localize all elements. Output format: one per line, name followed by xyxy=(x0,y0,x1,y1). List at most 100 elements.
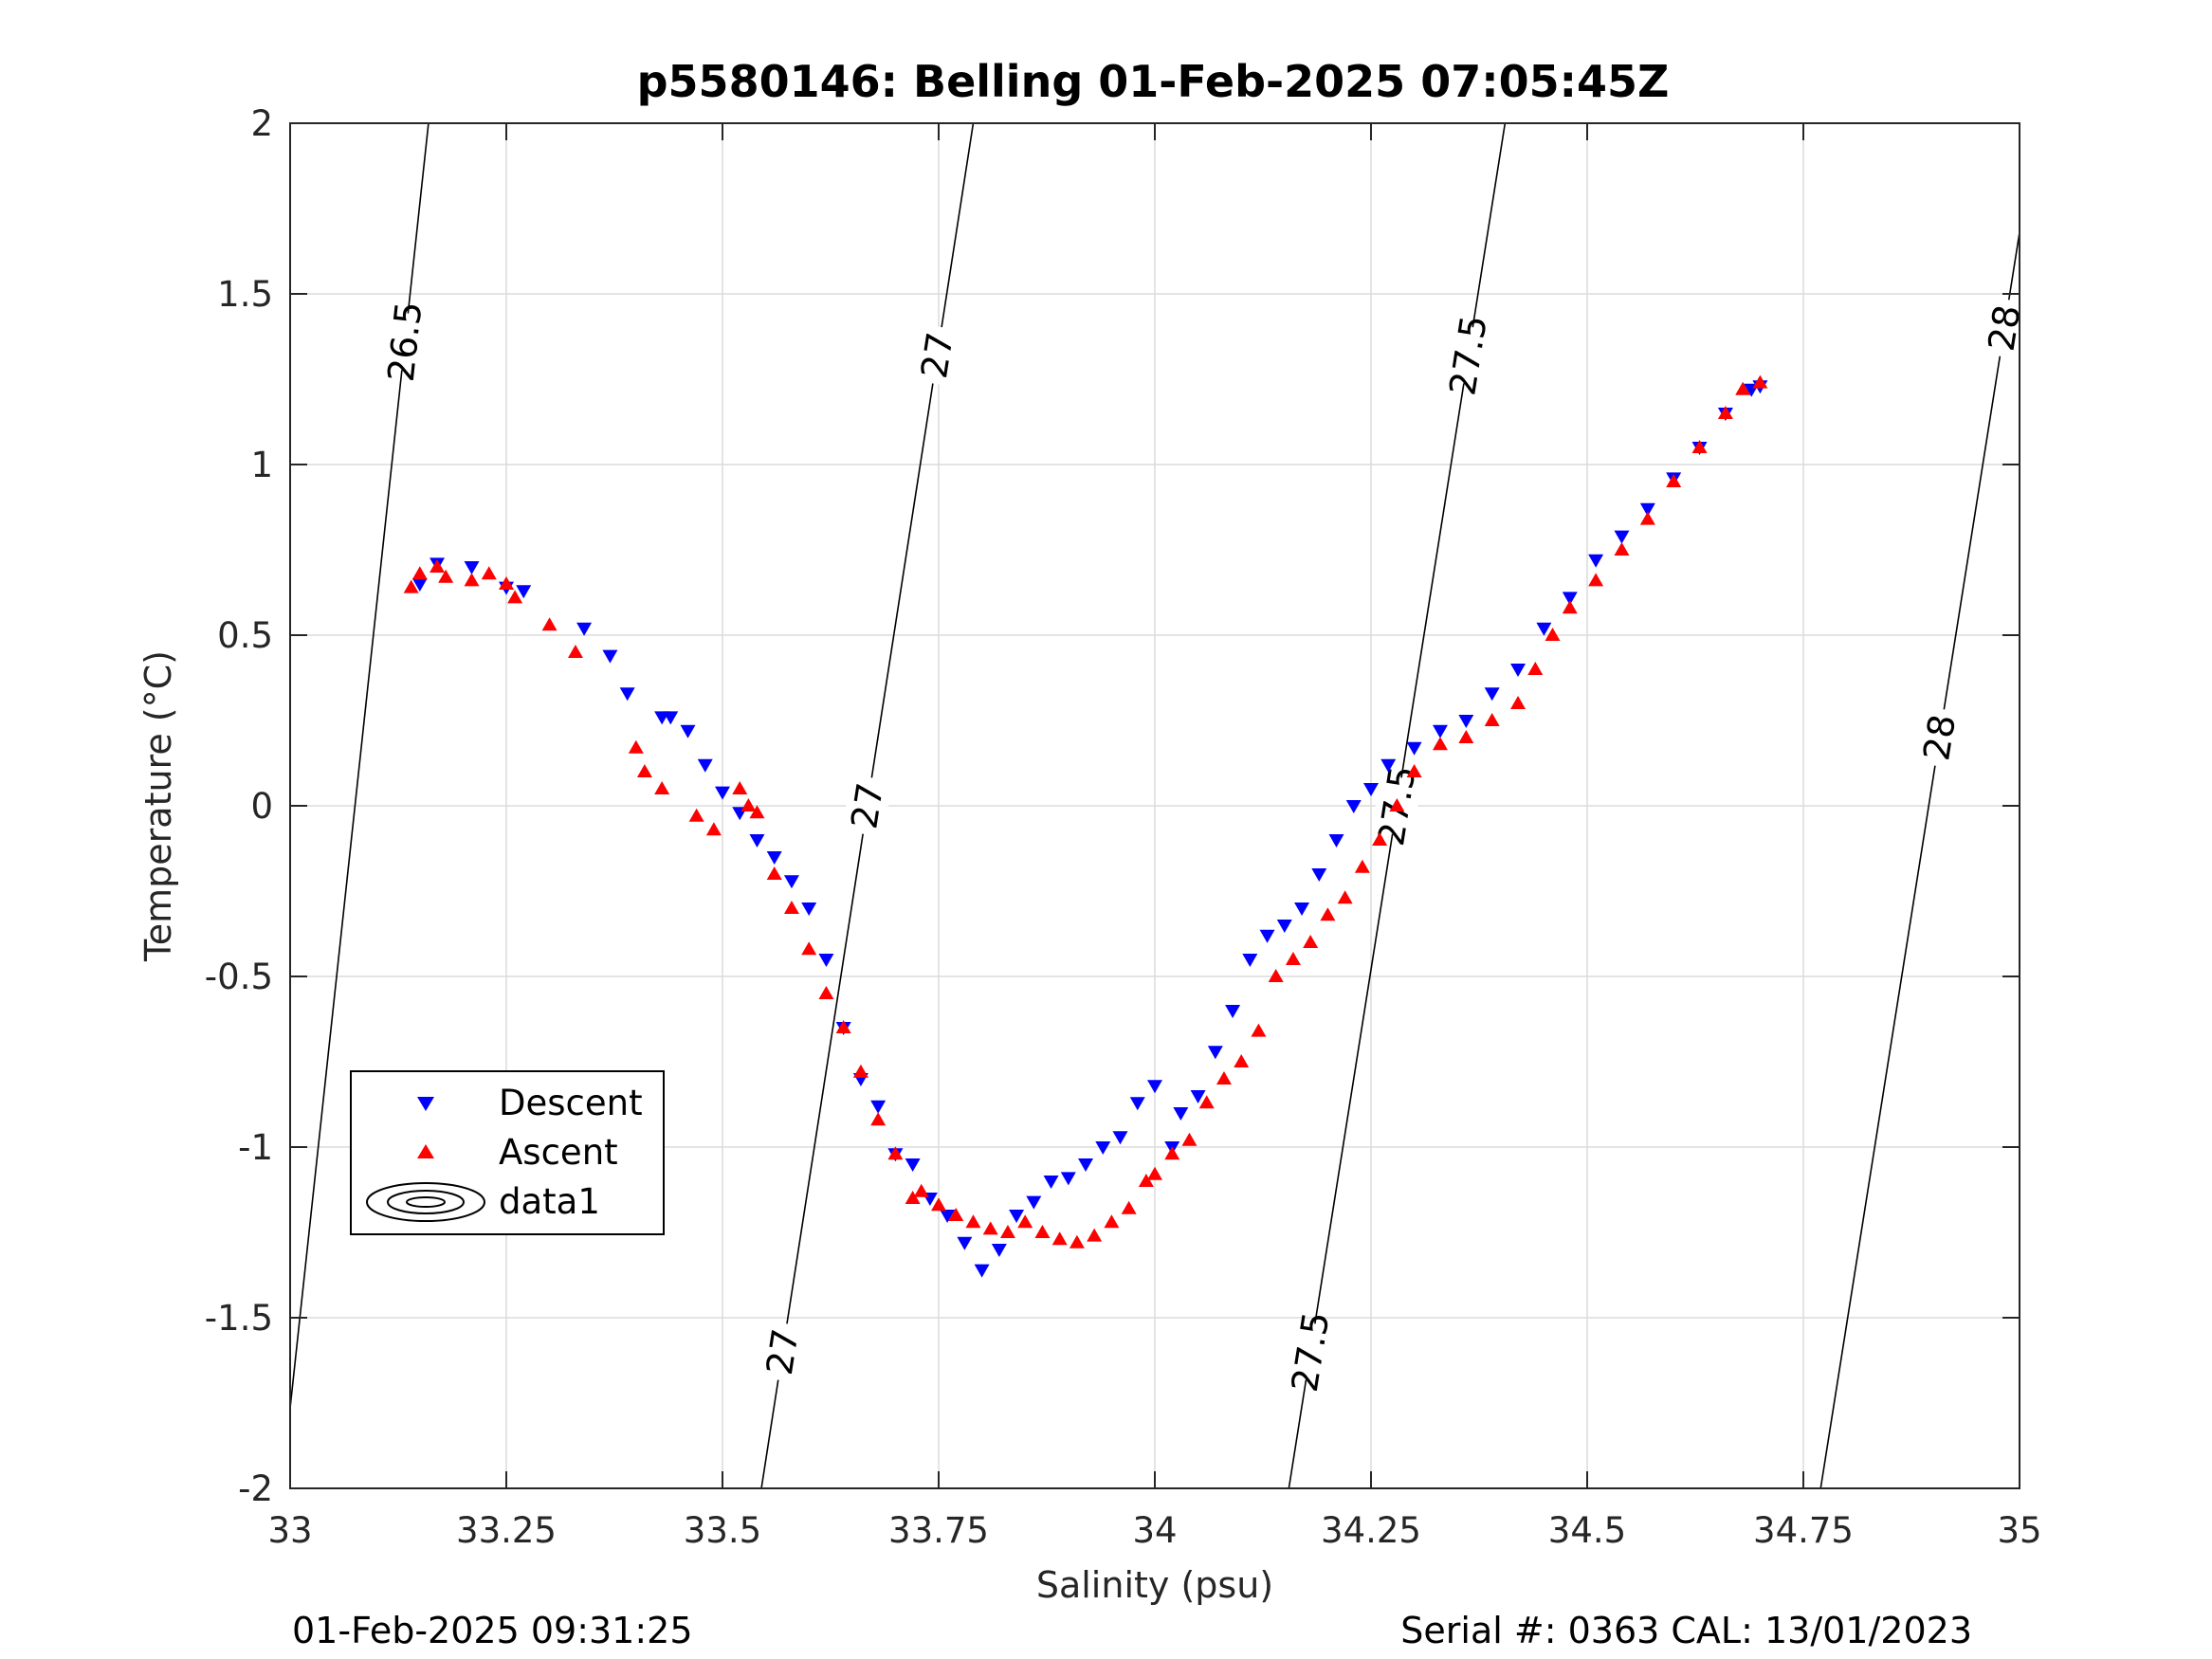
x-axis-label: Salinity (psu) xyxy=(1036,1564,1273,1606)
ascent-point xyxy=(438,569,454,583)
descent-point xyxy=(1207,1046,1223,1060)
isopycnal-label-bg xyxy=(758,1320,808,1384)
isopycnal-label: 28 xyxy=(1915,712,1964,764)
ascent-point xyxy=(688,808,704,822)
legend-descent-label: Descent xyxy=(499,1083,643,1123)
isopycnal-label-bg xyxy=(1914,705,1965,770)
descent-point xyxy=(1614,530,1630,544)
ascent-point xyxy=(740,798,757,811)
isopycnal-label: 27 xyxy=(843,780,891,832)
isopycnal-label-bg xyxy=(1979,296,2030,360)
descent-point xyxy=(1276,920,1292,933)
ascent-point xyxy=(1545,628,1561,641)
descent-point xyxy=(818,954,834,967)
descent-point xyxy=(801,902,817,916)
descent-point xyxy=(1173,1107,1189,1121)
descent-point xyxy=(602,649,618,664)
descent-point xyxy=(1311,868,1327,882)
descent-point xyxy=(766,851,782,865)
data-points xyxy=(403,374,1768,1278)
isopycnal-label: 27 xyxy=(759,1326,807,1378)
ascent-point xyxy=(818,986,834,999)
legend-ascent-label: Ascent xyxy=(499,1132,618,1173)
ascent-point xyxy=(999,1225,1015,1238)
descent-point xyxy=(1294,902,1310,916)
ascent-point xyxy=(749,805,765,819)
ascent-point xyxy=(1717,406,1733,419)
legend-contour-icon xyxy=(366,1182,485,1222)
grid xyxy=(289,122,2020,1489)
ascent-point xyxy=(1234,1054,1250,1067)
ascent-point xyxy=(982,1221,998,1235)
ascent-point xyxy=(430,559,446,573)
isopycnal-label: 28 xyxy=(1981,302,2029,355)
footer-serial-cal: Serial #: 0363 CAL: 13/01/2023 xyxy=(1400,1610,1972,1651)
ascent-point xyxy=(1588,573,1604,587)
ascent-point xyxy=(1181,1132,1197,1146)
ascent-point xyxy=(1285,952,1301,965)
ascent-point xyxy=(1069,1234,1085,1249)
y-tick-label: -1.5 xyxy=(205,1298,273,1339)
y-tick-label: 0.5 xyxy=(217,615,273,656)
descent-point xyxy=(576,622,593,636)
ascent-point xyxy=(1691,440,1708,453)
ascent-point xyxy=(1198,1095,1215,1109)
descent-point xyxy=(1345,800,1362,813)
ascent-point xyxy=(913,1183,929,1197)
ascent-point xyxy=(1389,798,1405,811)
descent-point xyxy=(1026,1195,1042,1210)
descent-point xyxy=(516,585,532,599)
ascent-point xyxy=(654,781,670,794)
y-tick-label: -0.5 xyxy=(205,957,273,997)
ascent-point xyxy=(403,579,419,593)
descent-point xyxy=(1639,502,1655,517)
descent-point xyxy=(1484,687,1500,702)
x-tick-label: 33 xyxy=(267,1510,312,1551)
ascent-point xyxy=(801,941,817,956)
ascent-point xyxy=(411,566,428,580)
descent-point xyxy=(974,1264,990,1278)
isopycnal-label-bg xyxy=(1443,323,1494,387)
ascent-point xyxy=(1251,1023,1267,1037)
ascent-point xyxy=(887,1146,904,1160)
descent-point xyxy=(680,724,696,738)
descent-point xyxy=(1242,954,1258,967)
ascent-point xyxy=(464,573,480,587)
descent-point xyxy=(464,561,480,574)
isopycnal-label-bg xyxy=(912,323,962,387)
y-tick-label: 1 xyxy=(250,445,273,485)
ascent-point xyxy=(1303,935,1319,948)
descent-point xyxy=(1328,834,1344,848)
ascent-point xyxy=(1320,907,1336,921)
descent-point xyxy=(957,1236,973,1250)
ascent-point xyxy=(1527,662,1544,675)
descent-point xyxy=(1009,1210,1025,1223)
descent-point xyxy=(1406,741,1422,756)
ascent-point xyxy=(1666,474,1682,487)
descent-point xyxy=(1380,758,1397,773)
ascent-point xyxy=(1562,600,1578,614)
axis-ticks: 33 33.25 33.5 33.75 34 34.25 34.5 34.75 35 -2 -1.5… xyxy=(205,103,2042,1551)
descent-point xyxy=(1363,783,1379,796)
isopycnal-label: 27.5 xyxy=(1441,313,1495,398)
descent-point xyxy=(1190,1090,1206,1103)
descent-point xyxy=(991,1244,1007,1257)
x-tick-label: 34.25 xyxy=(1321,1510,1421,1551)
x-tick-label: 33.75 xyxy=(888,1510,989,1551)
ascent-point xyxy=(1121,1200,1137,1214)
descent-point xyxy=(905,1158,921,1172)
isopycnal-label-bg xyxy=(1285,1320,1336,1384)
ascent-point xyxy=(628,739,644,754)
ascent-point xyxy=(1432,737,1448,751)
descent-point xyxy=(1432,724,1448,738)
ascent-point xyxy=(1510,696,1526,709)
isopycnal-label-bg xyxy=(381,311,430,373)
isopycnal-label-bg xyxy=(842,774,893,838)
descent-point xyxy=(1043,1176,1059,1189)
ascent-point xyxy=(1138,1174,1154,1187)
descent-point xyxy=(1588,554,1604,568)
ascent-point xyxy=(1372,832,1388,846)
legend-data1-label: data1 xyxy=(499,1181,600,1222)
ascent-point xyxy=(481,566,497,580)
